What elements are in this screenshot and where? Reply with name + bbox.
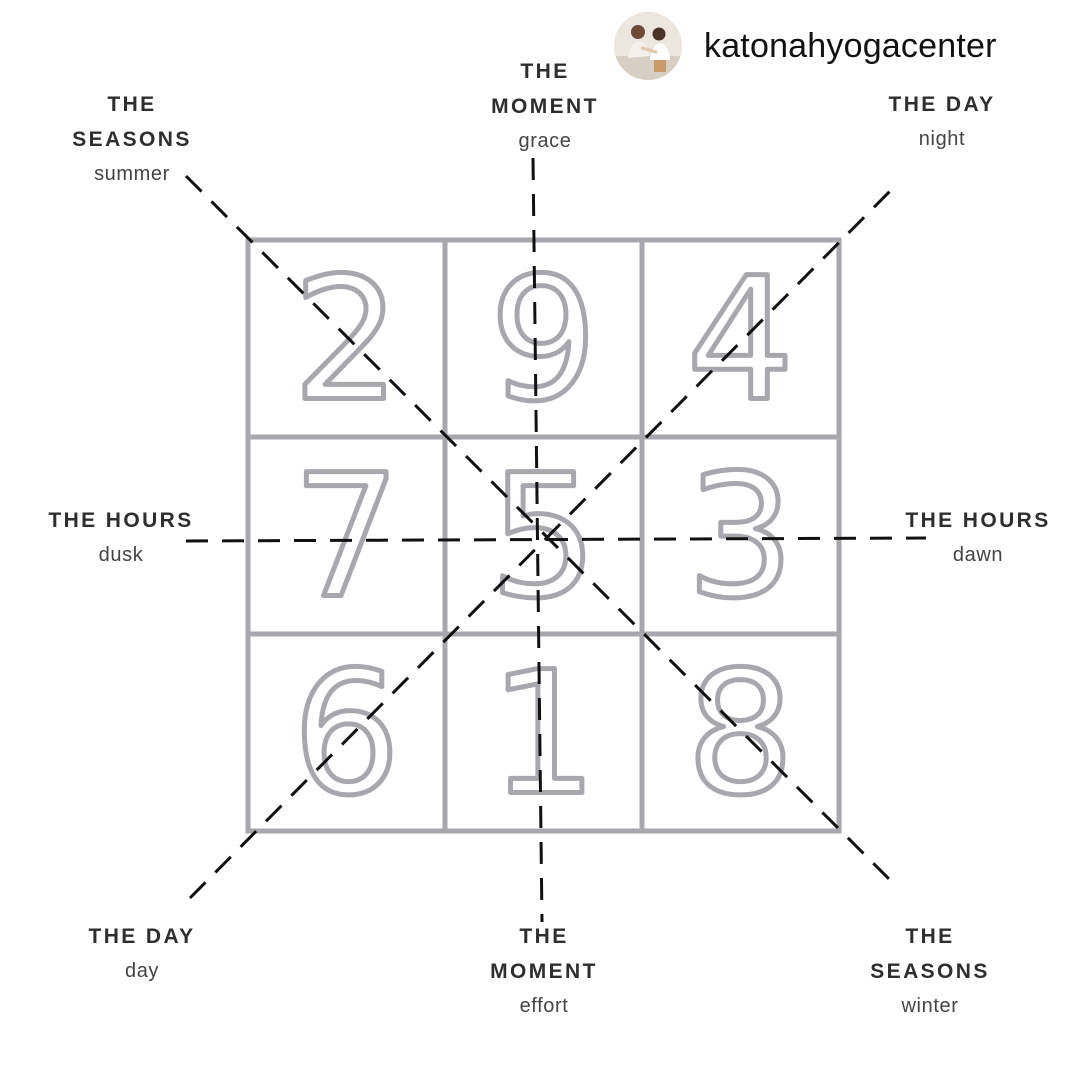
grid-number: 9 xyxy=(489,242,597,440)
label-subtitle: dusk xyxy=(98,544,144,566)
grid-lines xyxy=(245,237,842,834)
axis-hours xyxy=(185,536,927,543)
label-bottom-right: THE SEASONS winter xyxy=(870,919,990,1023)
label-heading: THE HOURS xyxy=(905,509,1051,532)
label-bottom-center: THE MOMENT effort xyxy=(490,919,598,1023)
label-subtitle: dawn xyxy=(952,544,1004,566)
label-top-center: THE MOMENT grace xyxy=(491,54,599,158)
grid-border xyxy=(245,237,842,834)
label-subtitle: day xyxy=(124,960,160,982)
axis-seasons xyxy=(184,174,897,887)
username[interactable]: katonahyogacenter xyxy=(704,26,997,65)
label-subtitle: grace xyxy=(518,130,572,152)
label-heading: SEASONS xyxy=(870,960,990,983)
axis-moment xyxy=(531,157,544,923)
label-middle-right: THE HOURS dawn xyxy=(905,503,1050,572)
grid-number: 8 xyxy=(686,636,794,834)
profile-photo-icon[interactable] xyxy=(614,12,682,80)
label-subtitle: summer xyxy=(94,163,170,185)
avatar-illustration xyxy=(614,12,682,80)
label-subtitle: effort xyxy=(519,995,569,1017)
label-heading: THE xyxy=(905,925,955,948)
grid-number: 5 xyxy=(489,439,597,637)
label-heading: THE xyxy=(519,925,569,948)
label-heading: THE HOURS xyxy=(48,509,194,532)
label-top-right: THE DAY night xyxy=(888,87,995,156)
dashed-axes xyxy=(184,157,927,923)
label-heading: THE xyxy=(107,93,157,116)
grid-number: 2 xyxy=(292,242,400,440)
grid-numbers: 2 9 47 5 36 1 8 xyxy=(290,239,797,836)
label-middle-left: THE HOURS dusk xyxy=(48,503,193,572)
grid-number: 4 xyxy=(686,242,794,440)
label-heading: MOMENT xyxy=(491,95,599,118)
label-heading: THE DAY xyxy=(88,925,196,948)
label-bottom-left: THE DAY day xyxy=(88,919,195,988)
label-heading: SEASONS xyxy=(72,128,192,151)
grid-number: 7 xyxy=(292,439,400,637)
grid-number: 6 xyxy=(292,636,400,834)
label-top-left: THE SEASONS summer xyxy=(72,87,192,191)
label-subtitle: night xyxy=(918,128,966,150)
label-heading: THE DAY xyxy=(888,93,996,116)
label-subtitle: winter xyxy=(901,995,959,1017)
grid-number: 1 xyxy=(489,636,597,834)
label-heading: THE xyxy=(520,60,570,83)
repost-header[interactable]: katonahyogacenter xyxy=(614,12,997,80)
label-heading: MOMENT xyxy=(490,960,598,983)
axis-day xyxy=(188,181,900,900)
